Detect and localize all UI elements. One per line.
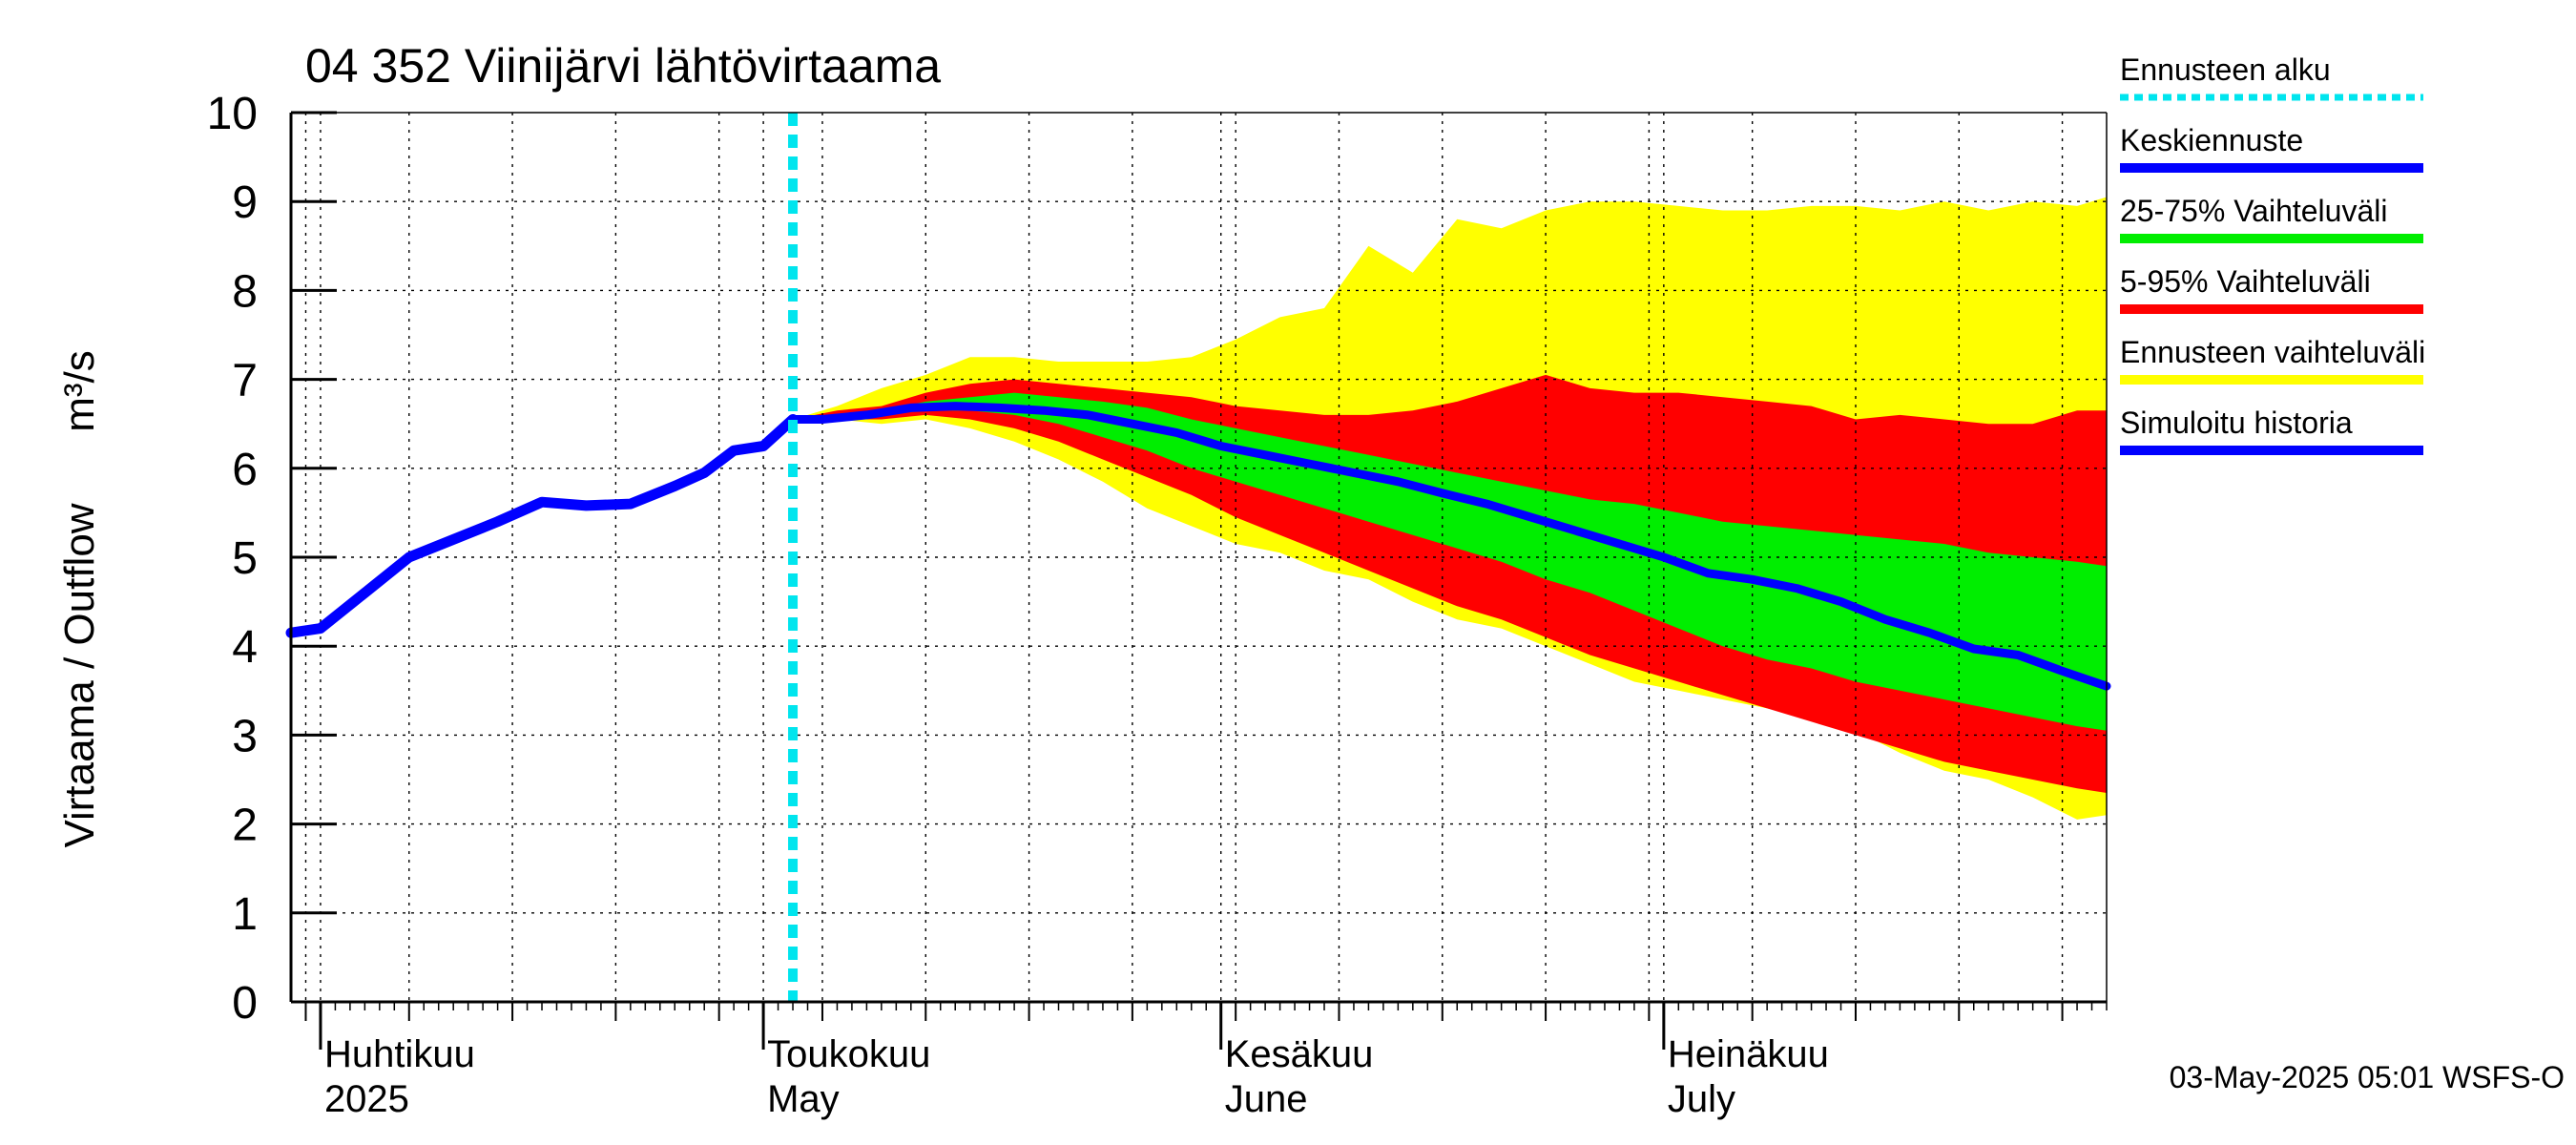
legend-label: Ennusteen vaihteluväli [2120, 335, 2425, 369]
legend-label: 5-95% Vaihteluväli [2120, 264, 2371, 299]
x-month-label-en: July [1668, 1078, 1735, 1120]
y-tick-label: 7 [232, 356, 258, 406]
legend-label: Keskiennuste [2120, 123, 2303, 157]
timestamp: 03-May-2025 05:01 WSFS-O [2170, 1060, 2565, 1094]
x-month-label-en: 2025 [324, 1078, 409, 1120]
y-tick-label: 5 [232, 533, 258, 584]
x-month-label-fi: Heinäkuu [1668, 1033, 1829, 1075]
band-5-95 [793, 374, 2107, 793]
y-tick-label: 10 [207, 89, 258, 139]
y-tick-label: 8 [232, 266, 258, 317]
y-tick-label: 9 [232, 177, 258, 228]
history-line [285, 414, 799, 638]
x-month-label-en: May [767, 1078, 840, 1120]
x-month-label-fi: Huhtikuu [324, 1033, 475, 1075]
y-axis-label-group: Virtaama / Outflow m³/s [56, 350, 103, 847]
x-month-label-fi: Kesäkuu [1225, 1033, 1374, 1075]
grid-layer [291, 113, 2107, 1002]
legend-label: Ennusteen alku [2120, 52, 2331, 87]
chart-title: 04 352 Viinijärvi lähtövirtaama [305, 39, 941, 93]
legend-label: 25-75% Vaihteluväli [2120, 194, 2387, 228]
y-axis-unit: m³/s [56, 350, 103, 432]
y-tick-label: 6 [232, 445, 258, 495]
legend: Ennusteen alku Keskiennuste 25-75% Vaihtel… [2120, 52, 2425, 455]
y-tick-label: 1 [232, 889, 258, 940]
x-month-label-fi: Toukokuu [767, 1033, 930, 1075]
y-axis-label: Virtaama / Outflow [56, 503, 103, 847]
legend-label: Simuloitu historia [2120, 406, 2353, 440]
y-tick-label: 2 [232, 801, 258, 851]
x-month-label-en: June [1225, 1078, 1308, 1120]
y-tick-label: 0 [232, 978, 258, 1029]
y-tick-label: 4 [232, 622, 258, 673]
y-tick-label: 3 [232, 711, 258, 761]
lines-layer [285, 113, 2111, 1002]
median-line [788, 402, 2111, 691]
